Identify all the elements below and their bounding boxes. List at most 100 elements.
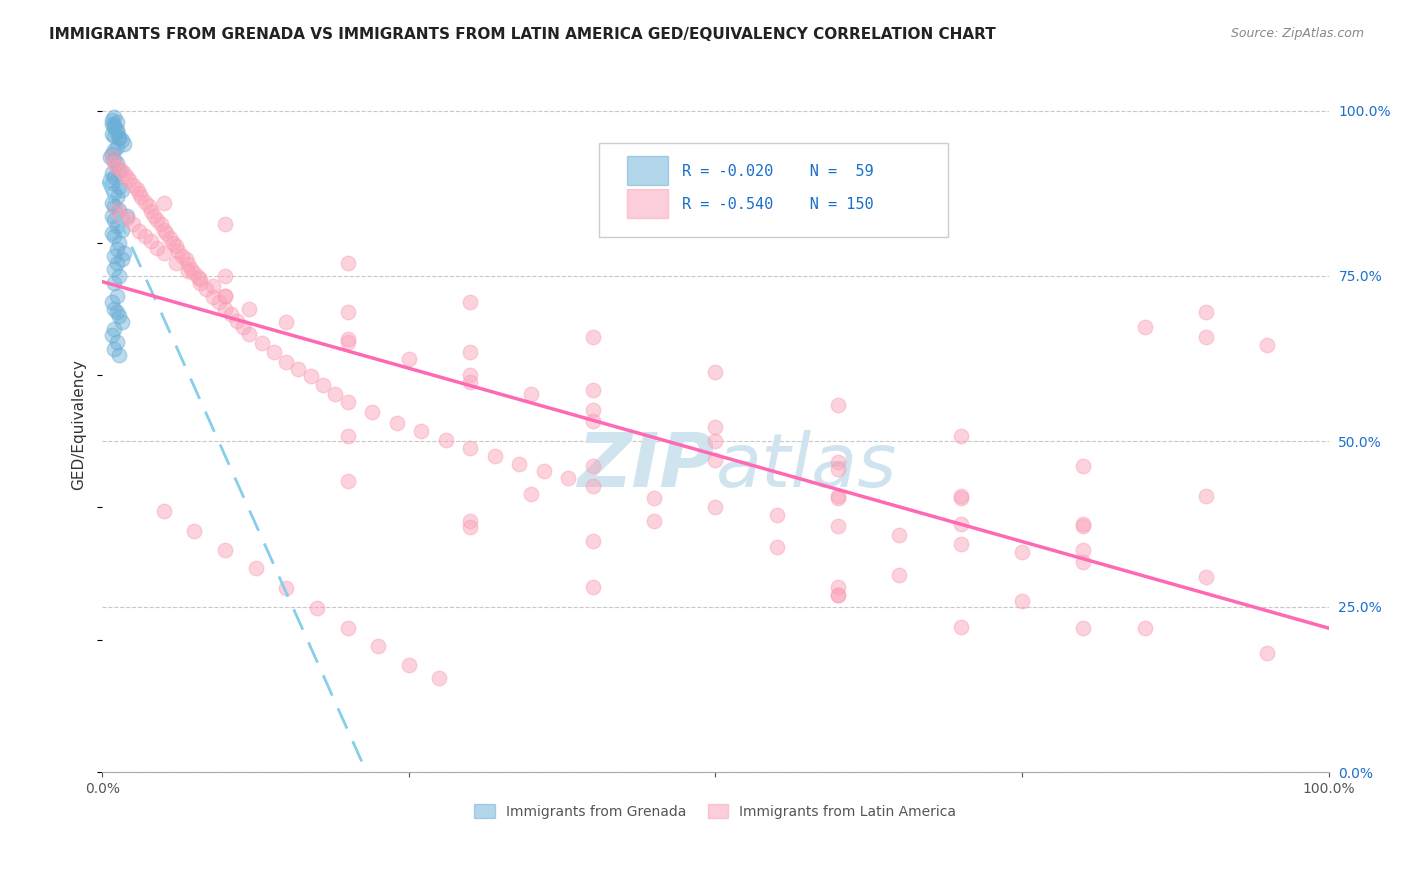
Point	[115, 210, 138, 224]
Point	[105, 334, 128, 349]
Point	[103, 342, 125, 356]
Point	[398, 657, 420, 672]
Point	[582, 459, 605, 474]
Point	[312, 378, 335, 392]
Point	[458, 514, 481, 528]
Point	[458, 345, 481, 359]
Legend: Immigrants from Grenada, Immigrants from Latin America: Immigrants from Grenada, Immigrants from…	[468, 798, 962, 824]
Point	[643, 491, 665, 505]
Point	[429, 671, 451, 685]
Point	[115, 211, 138, 225]
Point	[111, 222, 134, 236]
Point	[105, 123, 128, 137]
Point	[165, 255, 187, 269]
Point	[1073, 516, 1095, 531]
Point	[827, 580, 849, 594]
Point	[131, 189, 153, 203]
Point	[150, 217, 173, 231]
Point	[128, 186, 150, 201]
Point	[152, 222, 174, 236]
Text: Source: ZipAtlas.com: Source: ZipAtlas.com	[1230, 27, 1364, 40]
Point	[141, 204, 163, 219]
Point	[103, 153, 125, 168]
Point	[214, 301, 236, 316]
Point	[108, 163, 131, 178]
Point	[125, 181, 148, 195]
Point	[458, 295, 481, 310]
Point	[103, 186, 125, 201]
Point	[323, 386, 346, 401]
Point	[146, 212, 169, 227]
Point	[889, 568, 911, 582]
Point	[110, 210, 132, 224]
Point	[484, 449, 506, 463]
Point	[108, 348, 131, 362]
Point	[98, 173, 121, 187]
Point	[238, 301, 260, 316]
Point	[582, 402, 605, 417]
Point	[582, 580, 605, 594]
Point	[105, 140, 128, 154]
Point	[142, 210, 165, 224]
Point	[827, 588, 849, 602]
Point	[195, 282, 218, 296]
Point	[188, 276, 211, 290]
Text: IMMIGRANTS FROM GRENADA VS IMMIGRANTS FROM LATIN AMERICA GED/EQUIVALENCY CORRELA: IMMIGRANTS FROM GRENADA VS IMMIGRANTS FR…	[49, 27, 995, 42]
Point	[101, 127, 124, 141]
Point	[101, 146, 124, 161]
Point	[276, 581, 298, 595]
Point	[219, 307, 242, 321]
Point	[208, 295, 231, 310]
Point	[101, 328, 124, 343]
Point	[115, 169, 138, 184]
Point	[520, 487, 543, 501]
Text: R = -0.540    N = 150: R = -0.540 N = 150	[682, 197, 875, 212]
Point	[183, 524, 205, 538]
Point	[122, 217, 145, 231]
Point	[1256, 646, 1278, 660]
Point	[582, 330, 605, 344]
Point	[336, 332, 359, 346]
Point	[174, 252, 197, 267]
Point	[827, 462, 849, 476]
Point	[111, 252, 134, 267]
Point	[949, 619, 972, 633]
Point	[214, 217, 236, 231]
Point	[101, 210, 124, 224]
Point	[101, 295, 124, 310]
Point	[177, 257, 200, 271]
Point	[146, 241, 169, 255]
Point	[141, 235, 163, 249]
Point	[155, 226, 177, 240]
Point	[105, 219, 128, 234]
Point	[1073, 543, 1095, 558]
Point	[214, 289, 236, 303]
Point	[367, 640, 389, 654]
FancyBboxPatch shape	[599, 144, 949, 237]
Point	[1133, 320, 1156, 334]
Point	[765, 540, 787, 554]
Point	[177, 263, 200, 277]
Point	[949, 429, 972, 443]
Point	[226, 314, 249, 328]
Point	[276, 315, 298, 329]
Point	[409, 425, 432, 439]
Point	[704, 452, 727, 467]
Point	[232, 320, 254, 334]
Point	[458, 441, 481, 455]
Point	[103, 128, 125, 143]
Point	[134, 194, 156, 209]
Point	[105, 305, 128, 319]
Point	[336, 474, 359, 488]
Point	[128, 224, 150, 238]
Point	[122, 178, 145, 192]
Point	[287, 361, 309, 376]
Point	[398, 351, 420, 366]
Point	[508, 458, 530, 472]
Point	[1011, 545, 1033, 559]
Point	[1195, 489, 1218, 503]
Point	[385, 416, 408, 430]
Point	[336, 394, 359, 409]
Point	[103, 120, 125, 134]
Point	[1195, 330, 1218, 344]
